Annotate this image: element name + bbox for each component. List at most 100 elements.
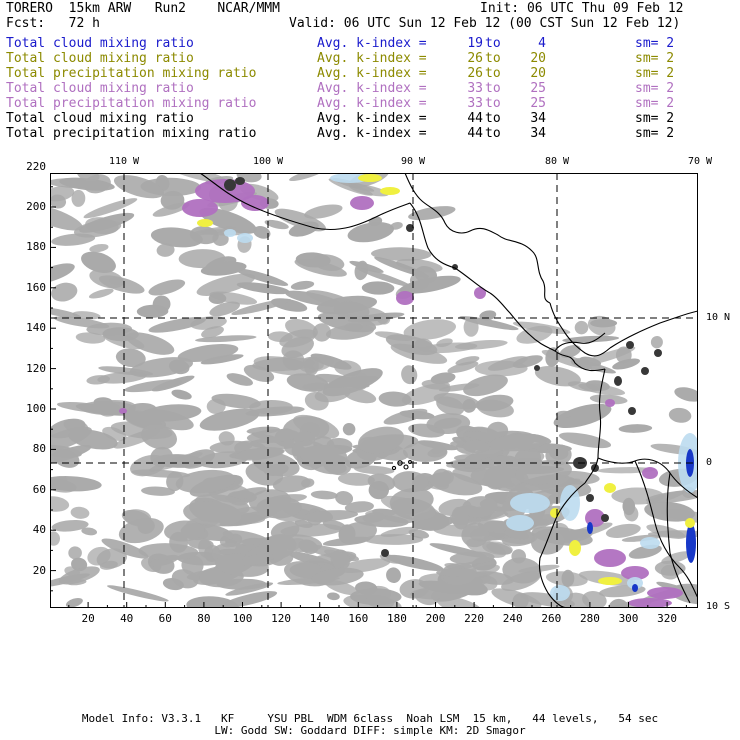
cloud-blob	[98, 366, 154, 376]
cloud-blob	[99, 560, 118, 570]
cloud-blob	[73, 220, 122, 238]
purple-patch	[350, 196, 374, 210]
light-blue-patch	[330, 173, 370, 183]
legend-field-name: Total precipitation mixing ratio	[6, 66, 257, 81]
legend-to-value: 25	[530, 96, 546, 111]
x-tick-label: 180	[386, 612, 407, 625]
x-tick-label: 220	[464, 612, 485, 625]
cloud-blob	[138, 543, 199, 561]
cloud-blob	[285, 290, 341, 307]
x-tick-label: 120	[271, 612, 292, 625]
cloud-blob	[87, 546, 111, 566]
lat-label-10s: 10 S	[706, 601, 731, 612]
cloud-blob	[567, 381, 599, 392]
colombia-coast	[584, 368, 606, 484]
purple-patch	[605, 399, 615, 407]
legend-from-value: 26	[467, 51, 483, 66]
cloud-blob	[209, 291, 258, 305]
lon-label-90w: 90 W	[400, 156, 426, 167]
cloud-blob	[461, 522, 490, 548]
cloud-blob	[124, 379, 183, 393]
legend-smoothing: sm= 2	[635, 96, 675, 111]
cloud-blob	[50, 186, 75, 202]
cloud-blob	[89, 243, 109, 253]
cloud-blob	[650, 336, 663, 349]
cloud-blob	[317, 312, 377, 333]
cloud-blob	[344, 501, 374, 513]
x-tick-label: 160	[348, 612, 369, 625]
legend-to-value: 34	[530, 111, 546, 126]
ecuador-peru-coast	[538, 482, 586, 608]
cloud-blob	[644, 501, 695, 522]
cloud-blob	[372, 508, 415, 524]
legend-smoothing: sm= 2	[635, 81, 675, 96]
cloud-blob	[312, 323, 332, 342]
cloud-blob	[311, 567, 364, 586]
physics-info: LW: Godd SW: Goddard DIFF: simple KM: 2D…	[214, 724, 526, 737]
legend-from-value: 44	[467, 111, 483, 126]
cloud-blob	[530, 528, 565, 555]
cloud-blob	[583, 346, 636, 366]
purple-patch	[396, 291, 414, 305]
cloud-blob	[113, 175, 165, 199]
graticule	[50, 173, 698, 608]
cloud-blob	[218, 431, 235, 446]
blue-patch	[587, 522, 593, 534]
cloud-blob	[374, 256, 430, 278]
cloud-blob	[386, 567, 401, 583]
legend-to-word: to	[485, 111, 501, 126]
cloud-blob	[200, 354, 244, 365]
cloud-blob	[81, 527, 98, 536]
cloud-blob	[408, 529, 430, 539]
cloud-blob	[224, 487, 267, 501]
cloud-blob	[118, 517, 164, 544]
cloud-blob	[295, 252, 331, 268]
cloud-blob	[302, 382, 329, 390]
cloud-blob	[449, 551, 495, 565]
legend-to-value: 34	[530, 126, 546, 141]
convective-core	[628, 407, 636, 415]
legend-smoothing: sm= 2	[635, 126, 675, 141]
light-blue-patch	[237, 233, 253, 243]
yellow-patch	[358, 174, 382, 182]
convective-core	[626, 341, 634, 349]
cloud-blob	[487, 421, 509, 440]
model-info: Model Info: V3.3.1 KF YSU PBL WDM 6class…	[81, 712, 659, 725]
cloud-blob	[455, 356, 480, 366]
cloud-blob	[171, 389, 192, 400]
cloud-blob	[473, 455, 516, 469]
yellow-patch	[380, 187, 400, 195]
cloud-blob	[337, 472, 375, 486]
cloud-blob	[183, 501, 242, 527]
cloud-blob	[454, 339, 508, 350]
cloud-blob	[408, 206, 456, 221]
cloud-blob	[512, 593, 529, 608]
cloud-blob	[354, 465, 395, 475]
legend-avg-label: Avg. k-index =	[317, 126, 427, 141]
cloud-blob	[152, 295, 171, 313]
y-tick-label: 220	[26, 159, 46, 173]
cloud-blob	[175, 469, 236, 494]
legend-field-name: Total cloud mixing ratio	[6, 111, 194, 126]
cloud-blob	[289, 173, 327, 182]
cloud-blob	[534, 365, 581, 387]
cloud-blob	[399, 275, 461, 294]
cloud-blob	[304, 204, 343, 219]
cloud-blob	[346, 306, 389, 326]
central-america-pacific	[489, 292, 606, 372]
cloud-blob	[88, 288, 114, 299]
cloud-blob	[235, 268, 289, 286]
convective-core	[641, 367, 649, 375]
legend-to-word: to	[485, 81, 501, 96]
cloud-blob	[363, 534, 424, 545]
cloud-blob	[399, 410, 435, 420]
legend-from-value: 26	[467, 66, 483, 81]
cloud-blob	[362, 512, 386, 523]
cloud-blob	[72, 311, 101, 320]
cloud-blob	[401, 383, 451, 406]
cloud-blob	[390, 222, 403, 230]
cloud-blob	[334, 360, 362, 376]
cloud-blob	[221, 591, 278, 608]
cloud-blob	[605, 523, 641, 538]
mexico-coast	[199, 173, 411, 231]
